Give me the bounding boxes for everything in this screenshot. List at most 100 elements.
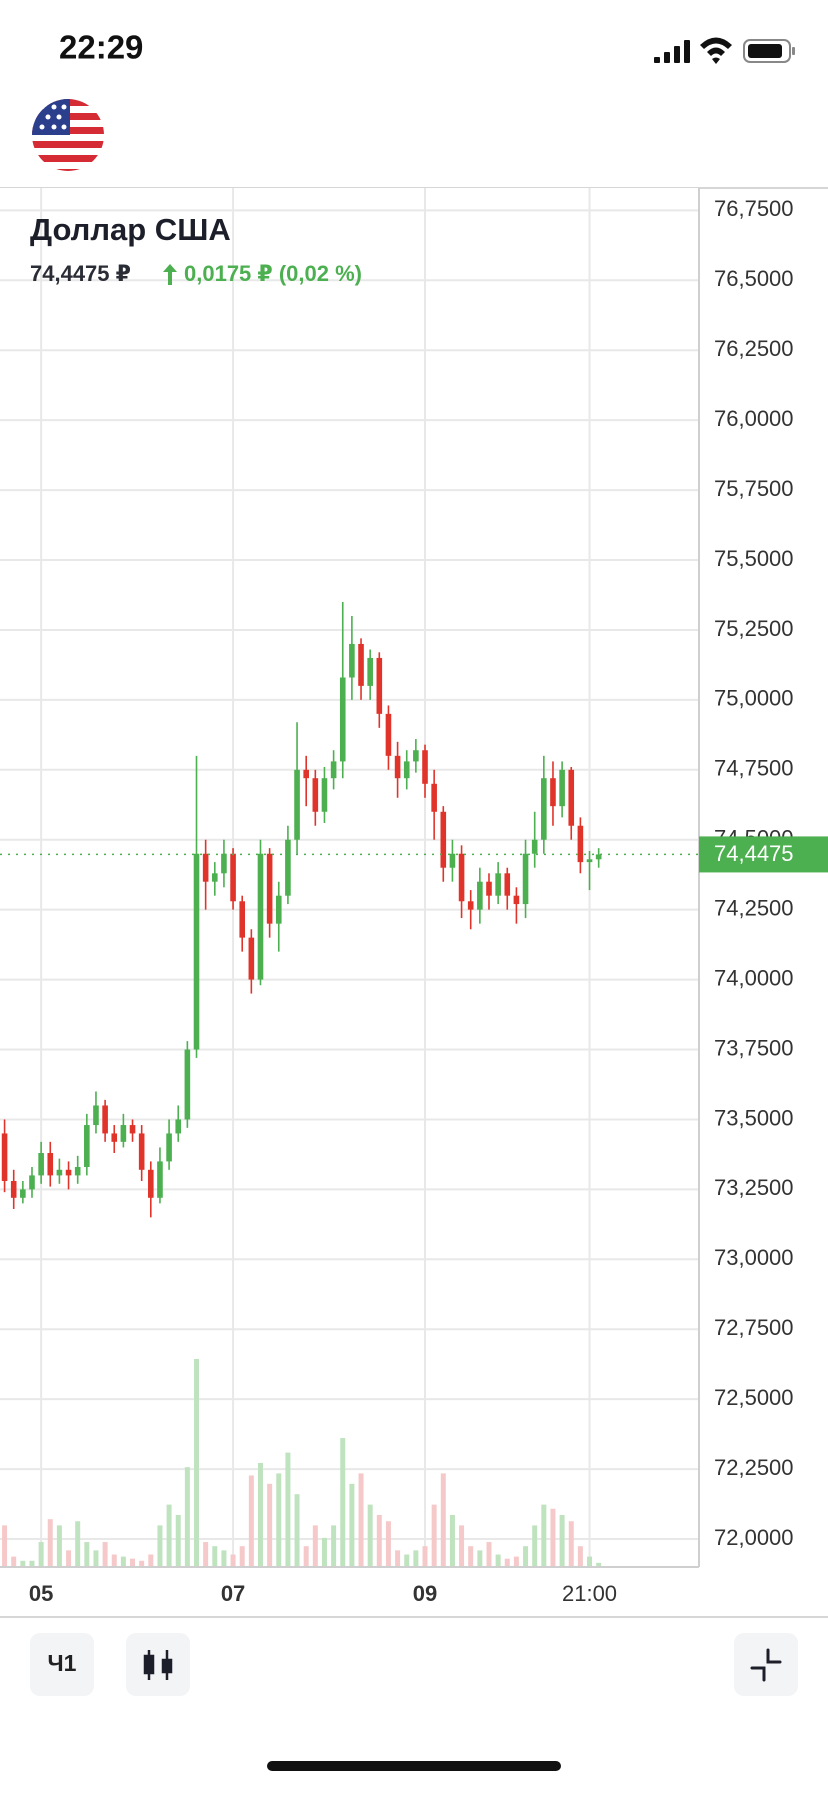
volume-bar: [29, 1560, 35, 1567]
volume-bar: [504, 1558, 510, 1567]
candle-body: [120, 1125, 127, 1142]
y-tick-label: 73,0000: [714, 1245, 794, 1270]
volume-bar: [175, 1515, 181, 1567]
candle-body: [239, 901, 246, 938]
volume-bar: [449, 1515, 455, 1567]
interval-label: Ч1: [48, 1650, 77, 1676]
y-tick-label: 74,2500: [714, 895, 794, 920]
candle-body: [541, 778, 547, 840]
candle-body: [10, 1180, 17, 1198]
candle-body: [559, 769, 565, 807]
candle-body: [385, 713, 392, 756]
candle-body: [577, 825, 584, 863]
candle-body: [422, 750, 428, 784]
volume-bar: [587, 1556, 593, 1567]
volume-bar: [422, 1546, 428, 1567]
y-tick-label: 72,7500: [714, 1315, 794, 1340]
candle-body: [449, 853, 456, 868]
volume-bar: [148, 1554, 154, 1567]
candle-body: [358, 643, 364, 686]
volume-bar: [404, 1554, 410, 1567]
candle-body: [184, 1049, 191, 1120]
candle-body: [211, 873, 218, 882]
volume-bar: [93, 1550, 99, 1567]
interval-button[interactable]: Ч1: [30, 1633, 94, 1696]
candle-body: [1, 1133, 8, 1181]
collapse-button[interactable]: [734, 1633, 798, 1696]
volume-bar: [248, 1475, 254, 1567]
y-tick-label: 73,2500: [714, 1175, 794, 1200]
volume-bar: [157, 1525, 163, 1567]
volume-bar: [459, 1525, 465, 1567]
candle-body: [84, 1125, 90, 1168]
candle-body: [175, 1119, 182, 1134]
candle-body: [568, 769, 575, 826]
volume-bar: [312, 1525, 318, 1567]
candle-body: [413, 750, 419, 762]
chart: 72,0000 72,2500 72,5000 72,7500 73,0000 73,25…: [0, 188, 828, 1606]
y-tick-label: 72,5000: [714, 1385, 794, 1410]
volume-bar: [294, 1494, 300, 1567]
candle-body: [138, 1133, 145, 1170]
volume-bar: [139, 1560, 145, 1567]
volume-bar: [56, 1525, 62, 1567]
candle-body: [477, 881, 483, 910]
candle-body: [531, 839, 538, 854]
y-tick-label: 73,7500: [714, 1035, 794, 1060]
x-tick-label: 21:00: [562, 1581, 617, 1606]
candle-body: [294, 769, 300, 840]
chart-type-button[interactable]: [126, 1633, 190, 1696]
volume-bar: [221, 1550, 227, 1567]
candle-body: [47, 1153, 54, 1176]
up-arrow-icon: [163, 264, 177, 285]
y-tick-label: 76,2500: [714, 336, 794, 361]
candle-body: [339, 677, 346, 762]
flag-icon[interactable]: [30, 97, 106, 176]
x-tick-label: 05: [29, 1581, 53, 1606]
volume-bar: [166, 1504, 172, 1567]
volume-bar: [212, 1546, 218, 1567]
candle-body: [312, 778, 319, 812]
candle-body: [586, 859, 593, 863]
volume-bar: [66, 1550, 72, 1567]
y-tick-label: 76,7500: [714, 196, 794, 221]
candle-body: [403, 761, 410, 779]
x-tick-label: 07: [221, 1581, 245, 1606]
volume-bar: [331, 1525, 337, 1567]
candle-body: [330, 761, 337, 779]
candle-body: [148, 1169, 154, 1198]
volume-bar: [596, 1562, 602, 1567]
y-tick-label: 76,5000: [714, 266, 794, 291]
candle-body: [275, 895, 282, 924]
candle-body: [431, 783, 437, 812]
y-tick-label: 73,5000: [714, 1105, 794, 1130]
volume-bar: [477, 1550, 483, 1567]
volume-bar: [568, 1521, 574, 1567]
volume-bar: [75, 1521, 81, 1567]
candle-body: [376, 657, 383, 714]
volume-bar: [541, 1504, 547, 1567]
candle-body: [504, 873, 511, 896]
volume-bar: [495, 1554, 501, 1567]
volume-bar: [102, 1542, 108, 1567]
candle-body: [367, 657, 373, 686]
y-tick-label: 75,5000: [714, 546, 794, 571]
candle-body: [257, 853, 264, 980]
candle-body: [20, 1189, 26, 1198]
y-tick-label: 72,0000: [714, 1525, 794, 1550]
y-tick-label: 75,7500: [714, 476, 794, 501]
volume-bar: [130, 1558, 136, 1567]
volume-bar: [276, 1473, 282, 1567]
candle-body: [202, 853, 209, 882]
volume-bar: [532, 1525, 538, 1567]
volume-bar: [38, 1542, 44, 1567]
volume-bar: [413, 1550, 419, 1567]
candle-body: [38, 1153, 44, 1176]
candle-body: [193, 853, 200, 1050]
volume-bar: [2, 1525, 8, 1567]
price-change: 0,0175 ₽ (0,02 %): [184, 261, 362, 286]
volume-bar: [468, 1546, 474, 1567]
volume-bar: [11, 1556, 17, 1567]
volume-bar: [376, 1515, 382, 1567]
volume-bar: [257, 1463, 263, 1567]
